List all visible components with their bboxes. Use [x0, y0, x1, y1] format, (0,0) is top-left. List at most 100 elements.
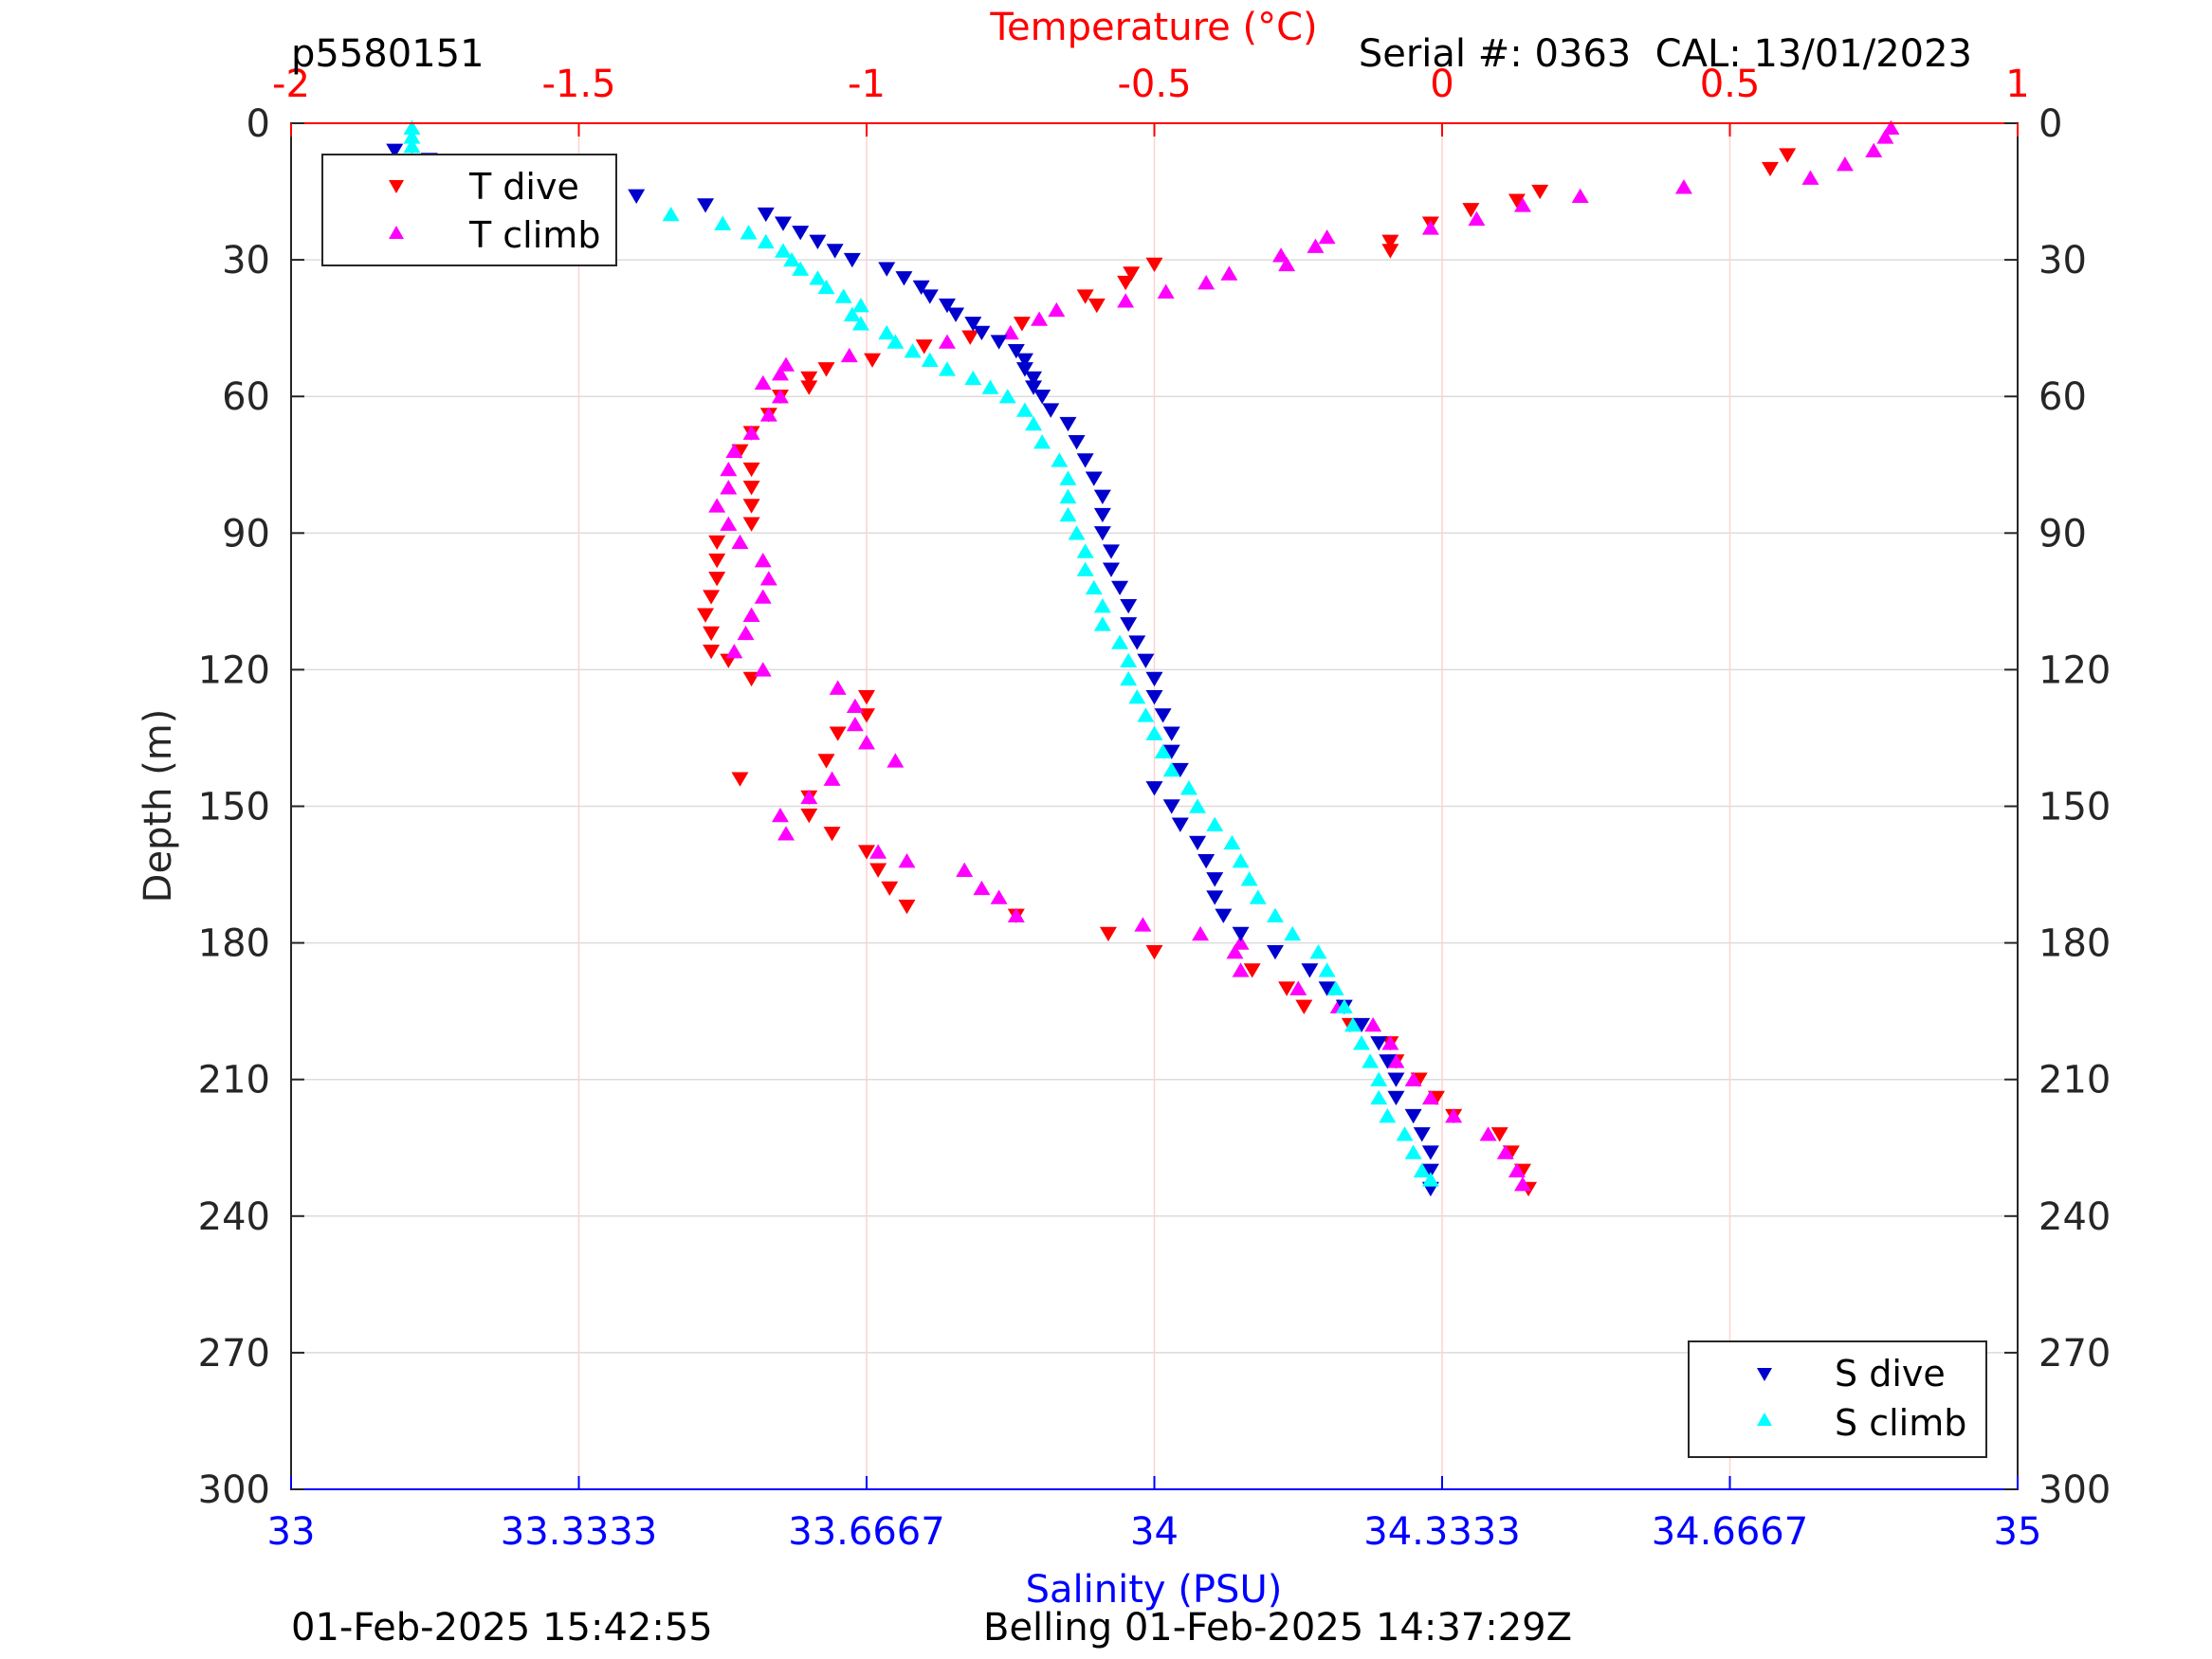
- data-point: [981, 379, 999, 394]
- data-point: [792, 226, 810, 241]
- data-point: [1379, 1054, 1397, 1069]
- data-point: [1042, 403, 1060, 418]
- data-point: [878, 262, 896, 277]
- data-point: [1226, 944, 1244, 959]
- data-point: [792, 261, 810, 276]
- data-point: [1048, 301, 1066, 318]
- data-point: [1865, 142, 1883, 158]
- data-point: [938, 361, 956, 376]
- data-point: [1128, 689, 1146, 704]
- data-point: [1295, 999, 1313, 1014]
- data-point: [1278, 981, 1296, 996]
- temperature-tick-label: 1: [2005, 63, 2029, 106]
- data-point: [843, 252, 861, 268]
- depth-tick-label-right: 180: [2038, 922, 2111, 966]
- data-point: [809, 234, 827, 249]
- data-point: [754, 662, 772, 677]
- data-point: [1307, 238, 1325, 253]
- data-point: [823, 771, 841, 786]
- temperature-tick-label: -1.5: [541, 63, 615, 106]
- data-point: [800, 371, 818, 387]
- data-point: [1171, 817, 1189, 832]
- data-point: [703, 626, 721, 642]
- data-point: [742, 462, 760, 478]
- data-point: [1076, 289, 1094, 304]
- data-point: [1137, 653, 1155, 668]
- data-point: [898, 899, 916, 915]
- data-point: [1370, 1089, 1388, 1105]
- depth-tick-label-left: 210: [198, 1059, 270, 1103]
- data-point: [771, 389, 789, 404]
- data-point: [708, 553, 726, 569]
- data-point: [915, 339, 933, 355]
- data-point: [403, 119, 421, 136]
- data-point: [771, 366, 789, 381]
- data-point: [1381, 1035, 1399, 1050]
- depth-tick-label-right: 150: [2038, 786, 2111, 830]
- data-point: [1102, 544, 1120, 559]
- legend-s-climb-label: S climb: [1835, 1402, 1966, 1444]
- data-point: [1093, 507, 1111, 523]
- data-point: [1508, 1162, 1526, 1177]
- data-point: [898, 853, 916, 868]
- data-point: [1353, 1017, 1371, 1033]
- data-point: [757, 207, 775, 223]
- data-point: [1068, 525, 1086, 540]
- data-point: [725, 443, 743, 459]
- data-point: [1171, 762, 1189, 778]
- data-point: [1445, 1108, 1463, 1123]
- legend-t-dive-label: T dive: [468, 166, 579, 208]
- legend-t-climb-marker: [389, 226, 404, 239]
- data-point: [1571, 188, 1589, 204]
- data-point: [708, 572, 726, 587]
- data-point: [1272, 247, 1290, 263]
- data-point: [403, 129, 421, 144]
- depth-tick-label-left: 180: [198, 922, 270, 966]
- data-point: [1145, 945, 1163, 960]
- data-point: [1033, 390, 1051, 405]
- data-point: [887, 753, 905, 768]
- data-point: [731, 534, 749, 550]
- data-point: [771, 808, 789, 823]
- data-point: [1309, 944, 1327, 959]
- data-point: [998, 389, 1016, 404]
- data-point: [1876, 129, 1894, 144]
- data-point: [1370, 1071, 1388, 1086]
- data-point: [1076, 543, 1094, 558]
- depth-tick-label-left: 60: [222, 375, 270, 419]
- data-point: [1145, 671, 1163, 687]
- data-point: [714, 215, 732, 230]
- data-point: [1421, 1145, 1439, 1160]
- data-point: [1326, 980, 1344, 995]
- data-point: [708, 498, 726, 513]
- data-point: [1215, 908, 1233, 923]
- data-point: [1266, 945, 1284, 960]
- data-point: [1189, 835, 1207, 851]
- serial-cal-label: Serial #: 0363 CAL: 13/01/2023: [1359, 32, 1972, 76]
- data-point: [662, 206, 680, 222]
- data-point: [851, 298, 869, 313]
- data-point: [1801, 170, 1819, 185]
- data-point: [1421, 1089, 1439, 1105]
- data-point: [858, 845, 875, 860]
- data-point: [800, 789, 818, 805]
- data-point: [1206, 890, 1224, 905]
- depth-tick-label-right: 90: [2038, 512, 2087, 556]
- data-point: [1120, 670, 1138, 686]
- data-point: [697, 608, 715, 623]
- data-point: [1404, 1144, 1422, 1159]
- data-point: [921, 352, 939, 367]
- data-point: [1134, 917, 1152, 932]
- data-point: [1381, 234, 1399, 249]
- data-point: [938, 298, 956, 314]
- data-point: [1278, 256, 1296, 272]
- data-point: [1093, 489, 1111, 504]
- data-point: [1421, 1163, 1439, 1178]
- data-point: [938, 334, 956, 349]
- data-point: [1496, 1144, 1514, 1159]
- data-point: [1123, 266, 1141, 282]
- data-point: [1102, 562, 1120, 577]
- data-point: [1761, 161, 1779, 177]
- salinity-tick-label: 34.6667: [1652, 1510, 1808, 1554]
- data-point: [1137, 707, 1155, 722]
